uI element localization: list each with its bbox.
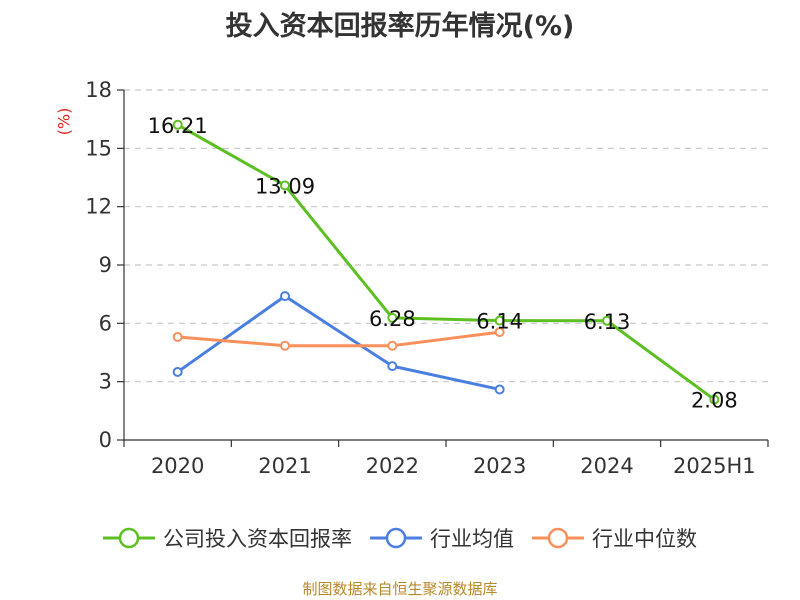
data-point bbox=[280, 340, 290, 351]
legend-swatch-industry-avg bbox=[370, 527, 422, 549]
legend-label-industry-avg: 行业均值 bbox=[430, 527, 514, 551]
legend-label-industry-median: 行业中位数 bbox=[592, 527, 697, 551]
x-tick-label: 2024 bbox=[580, 454, 633, 478]
data-label: 6.14 bbox=[476, 310, 523, 334]
y-tick-label: 12 bbox=[85, 195, 112, 219]
data-point bbox=[494, 315, 505, 326]
y-tick-label: 0 bbox=[99, 428, 112, 452]
y-tick-label: 18 bbox=[85, 78, 112, 102]
data-label: 6.28 bbox=[369, 307, 416, 331]
series-line-1 bbox=[176, 294, 500, 391]
data-point bbox=[494, 327, 505, 338]
data-point bbox=[387, 312, 398, 323]
y-tick-label: 6 bbox=[99, 311, 112, 335]
x-tick-label: 2022 bbox=[366, 454, 419, 478]
y-tick-label: 9 bbox=[99, 253, 112, 277]
legend: 公司投入资本回报率 行业均值 行业中位数 bbox=[0, 520, 800, 556]
data-label: 6.13 bbox=[584, 310, 631, 334]
data-point bbox=[172, 119, 183, 130]
y-axis-unit: (%) bbox=[54, 107, 74, 136]
legend-item-industry-avg[interactable]: 行业均值 bbox=[370, 523, 514, 553]
x-tick-label: 2023 bbox=[473, 454, 526, 478]
gridlines bbox=[124, 89, 768, 383]
data-point bbox=[387, 340, 398, 351]
series-lines bbox=[172, 119, 720, 405]
data-point bbox=[602, 315, 612, 326]
x-tick-label: 2021 bbox=[258, 454, 311, 478]
axes: 0 3 6 9 12 15 18 2020 2021 2022 2023 2024 2025H1 bbox=[85, 78, 769, 478]
series-line-2 bbox=[177, 330, 500, 348]
data-label: 16.21 bbox=[148, 114, 208, 138]
data-point bbox=[280, 180, 290, 191]
x-tick-label: 2025H1 bbox=[673, 454, 756, 478]
data-labels: 16.21 13.09 6.28 6.14 6.13 2.08 bbox=[148, 114, 738, 413]
data-point bbox=[709, 394, 720, 405]
legend-item-company[interactable]: 公司投入资本回报率 bbox=[103, 523, 352, 553]
legend-label-company: 公司投入资本回报率 bbox=[163, 527, 352, 551]
legend-item-industry-median[interactable]: 行业中位数 bbox=[532, 523, 697, 553]
chart-title: 投入资本回报率历年情况(%) bbox=[225, 11, 575, 42]
x-tick-label: 2020 bbox=[151, 454, 204, 478]
y-tick-label: 3 bbox=[99, 370, 112, 394]
data-source-note: 制图数据来自恒生聚源数据库 bbox=[302, 580, 498, 598]
legend-swatch-industry-median bbox=[532, 527, 584, 549]
data-label: 2.08 bbox=[691, 389, 738, 413]
data-point bbox=[387, 361, 398, 372]
data-label: 13.09 bbox=[255, 174, 315, 198]
data-point bbox=[172, 366, 183, 377]
data-point bbox=[494, 384, 505, 395]
data-point bbox=[280, 291, 290, 302]
series-line-0 bbox=[176, 123, 716, 401]
y-tick-label: 15 bbox=[85, 136, 112, 160]
data-point bbox=[172, 331, 183, 342]
legend-swatch-company bbox=[103, 527, 155, 549]
